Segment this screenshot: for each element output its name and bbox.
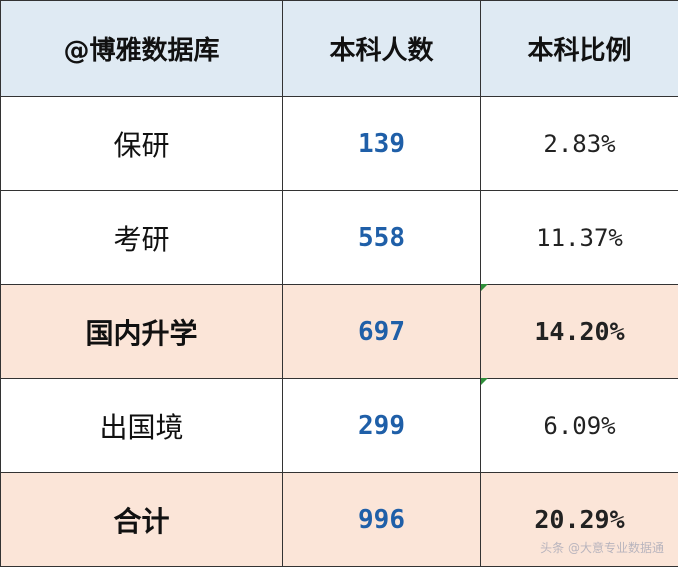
cell-comment-marker (481, 378, 488, 385)
row-label: 出国境 (1, 379, 283, 473)
row-label: 保研 (1, 97, 283, 191)
header-source: @博雅数据库 (1, 1, 283, 97)
row-label: 国内升学 (1, 285, 283, 379)
row-label: 考研 (1, 191, 283, 285)
table-row: 考研 558 11.37% (1, 191, 678, 285)
header-ratio: 本科比例 (481, 1, 678, 97)
cell-comment-marker (481, 284, 488, 291)
table-row: 保研 139 2.83% (1, 97, 678, 191)
row-count: 139 (283, 97, 481, 191)
table-header-row: @博雅数据库 本科人数 本科比例 (1, 1, 678, 97)
row-ratio: 2.83% (481, 97, 678, 191)
row-ratio: 6.09% (481, 379, 678, 473)
table-row-highlight: 国内升学 697 14.20% (1, 285, 678, 379)
row-ratio: 14.20% (481, 285, 678, 379)
row-label: 合计 (1, 473, 283, 567)
row-ratio: 11.37% (481, 191, 678, 285)
row-count: 558 (283, 191, 481, 285)
watermark: 头条 @大意专业数据通 (540, 539, 664, 556)
row-count: 299 (283, 379, 481, 473)
header-count: 本科人数 (283, 1, 481, 97)
row-count: 697 (283, 285, 481, 379)
row-count: 996 (283, 473, 481, 567)
table-row: 出国境 299 6.09% (1, 379, 678, 473)
